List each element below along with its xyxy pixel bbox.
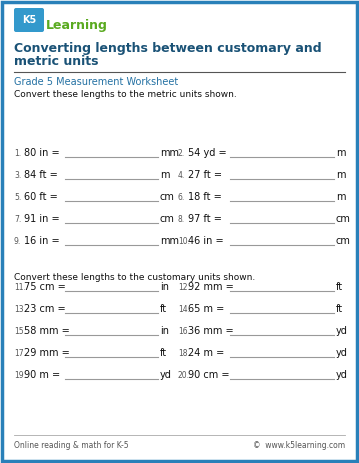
Text: Convert these lengths to the metric units shown.: Convert these lengths to the metric unit… (14, 90, 237, 99)
Text: cm: cm (336, 214, 351, 224)
Text: cm: cm (160, 192, 175, 202)
Text: 12.: 12. (178, 282, 190, 292)
Text: 84 ft =: 84 ft = (24, 170, 58, 180)
Text: 20.: 20. (178, 370, 190, 380)
Text: K5: K5 (22, 15, 36, 25)
Text: yd: yd (336, 348, 348, 358)
Text: 60 ft =: 60 ft = (24, 192, 58, 202)
Text: 75 cm =: 75 cm = (24, 282, 66, 292)
Text: yd: yd (336, 370, 348, 380)
Text: 17.: 17. (14, 349, 26, 357)
Text: m: m (336, 192, 345, 202)
Text: metric units: metric units (14, 55, 98, 68)
Text: 14.: 14. (178, 305, 190, 313)
Text: 13.: 13. (14, 305, 26, 313)
Text: mm: mm (160, 236, 179, 246)
Text: 80 in =: 80 in = (24, 148, 60, 158)
Text: 2.: 2. (178, 149, 185, 157)
Text: 90 cm =: 90 cm = (188, 370, 229, 380)
Text: 3.: 3. (14, 170, 21, 180)
Text: 5.: 5. (14, 193, 21, 201)
Text: 11.: 11. (14, 282, 26, 292)
Text: 9.: 9. (14, 237, 21, 245)
Text: 90 m =: 90 m = (24, 370, 60, 380)
Text: 18.: 18. (178, 349, 190, 357)
Text: in: in (160, 282, 169, 292)
Text: yd: yd (160, 370, 172, 380)
Text: cm: cm (336, 236, 351, 246)
Text: 7.: 7. (14, 214, 21, 224)
Text: 18 ft =: 18 ft = (188, 192, 222, 202)
Text: cm: cm (160, 214, 175, 224)
Text: 58 mm =: 58 mm = (24, 326, 70, 336)
Text: 24 m =: 24 m = (188, 348, 224, 358)
Text: 19.: 19. (14, 370, 26, 380)
FancyBboxPatch shape (14, 8, 44, 32)
Text: ft: ft (336, 304, 343, 314)
Text: 97 ft =: 97 ft = (188, 214, 222, 224)
Text: 65 m =: 65 m = (188, 304, 224, 314)
Text: 29 mm =: 29 mm = (24, 348, 70, 358)
Text: 54 yd =: 54 yd = (188, 148, 227, 158)
Text: Online reading & math for K-5: Online reading & math for K-5 (14, 441, 129, 450)
Text: m: m (160, 170, 169, 180)
Text: 23 cm =: 23 cm = (24, 304, 66, 314)
Text: Grade 5 Measurement Worksheet: Grade 5 Measurement Worksheet (14, 77, 178, 87)
Text: 91 in =: 91 in = (24, 214, 60, 224)
Text: 10.: 10. (178, 237, 190, 245)
Text: 46 in =: 46 in = (188, 236, 224, 246)
Text: 92 mm =: 92 mm = (188, 282, 234, 292)
Text: ft: ft (160, 304, 167, 314)
Text: ft: ft (160, 348, 167, 358)
Text: 4.: 4. (178, 170, 185, 180)
Text: 8.: 8. (178, 214, 185, 224)
Text: Learning: Learning (46, 19, 108, 31)
Text: m: m (336, 148, 345, 158)
Text: ©  www.k5learning.com: © www.k5learning.com (253, 441, 345, 450)
Text: 16 in =: 16 in = (24, 236, 60, 246)
Text: Convert these lengths to the customary units shown.: Convert these lengths to the customary u… (14, 273, 255, 282)
Text: yd: yd (336, 326, 348, 336)
Text: 15.: 15. (14, 326, 26, 336)
Text: in: in (160, 326, 169, 336)
Text: 27 ft =: 27 ft = (188, 170, 222, 180)
Text: ft: ft (336, 282, 343, 292)
Text: 1.: 1. (14, 149, 21, 157)
Text: mm: mm (160, 148, 179, 158)
Text: Converting lengths between customary and: Converting lengths between customary and (14, 42, 322, 55)
Text: 36 mm =: 36 mm = (188, 326, 234, 336)
Text: m: m (336, 170, 345, 180)
Text: 6.: 6. (178, 193, 185, 201)
Text: 16.: 16. (178, 326, 190, 336)
